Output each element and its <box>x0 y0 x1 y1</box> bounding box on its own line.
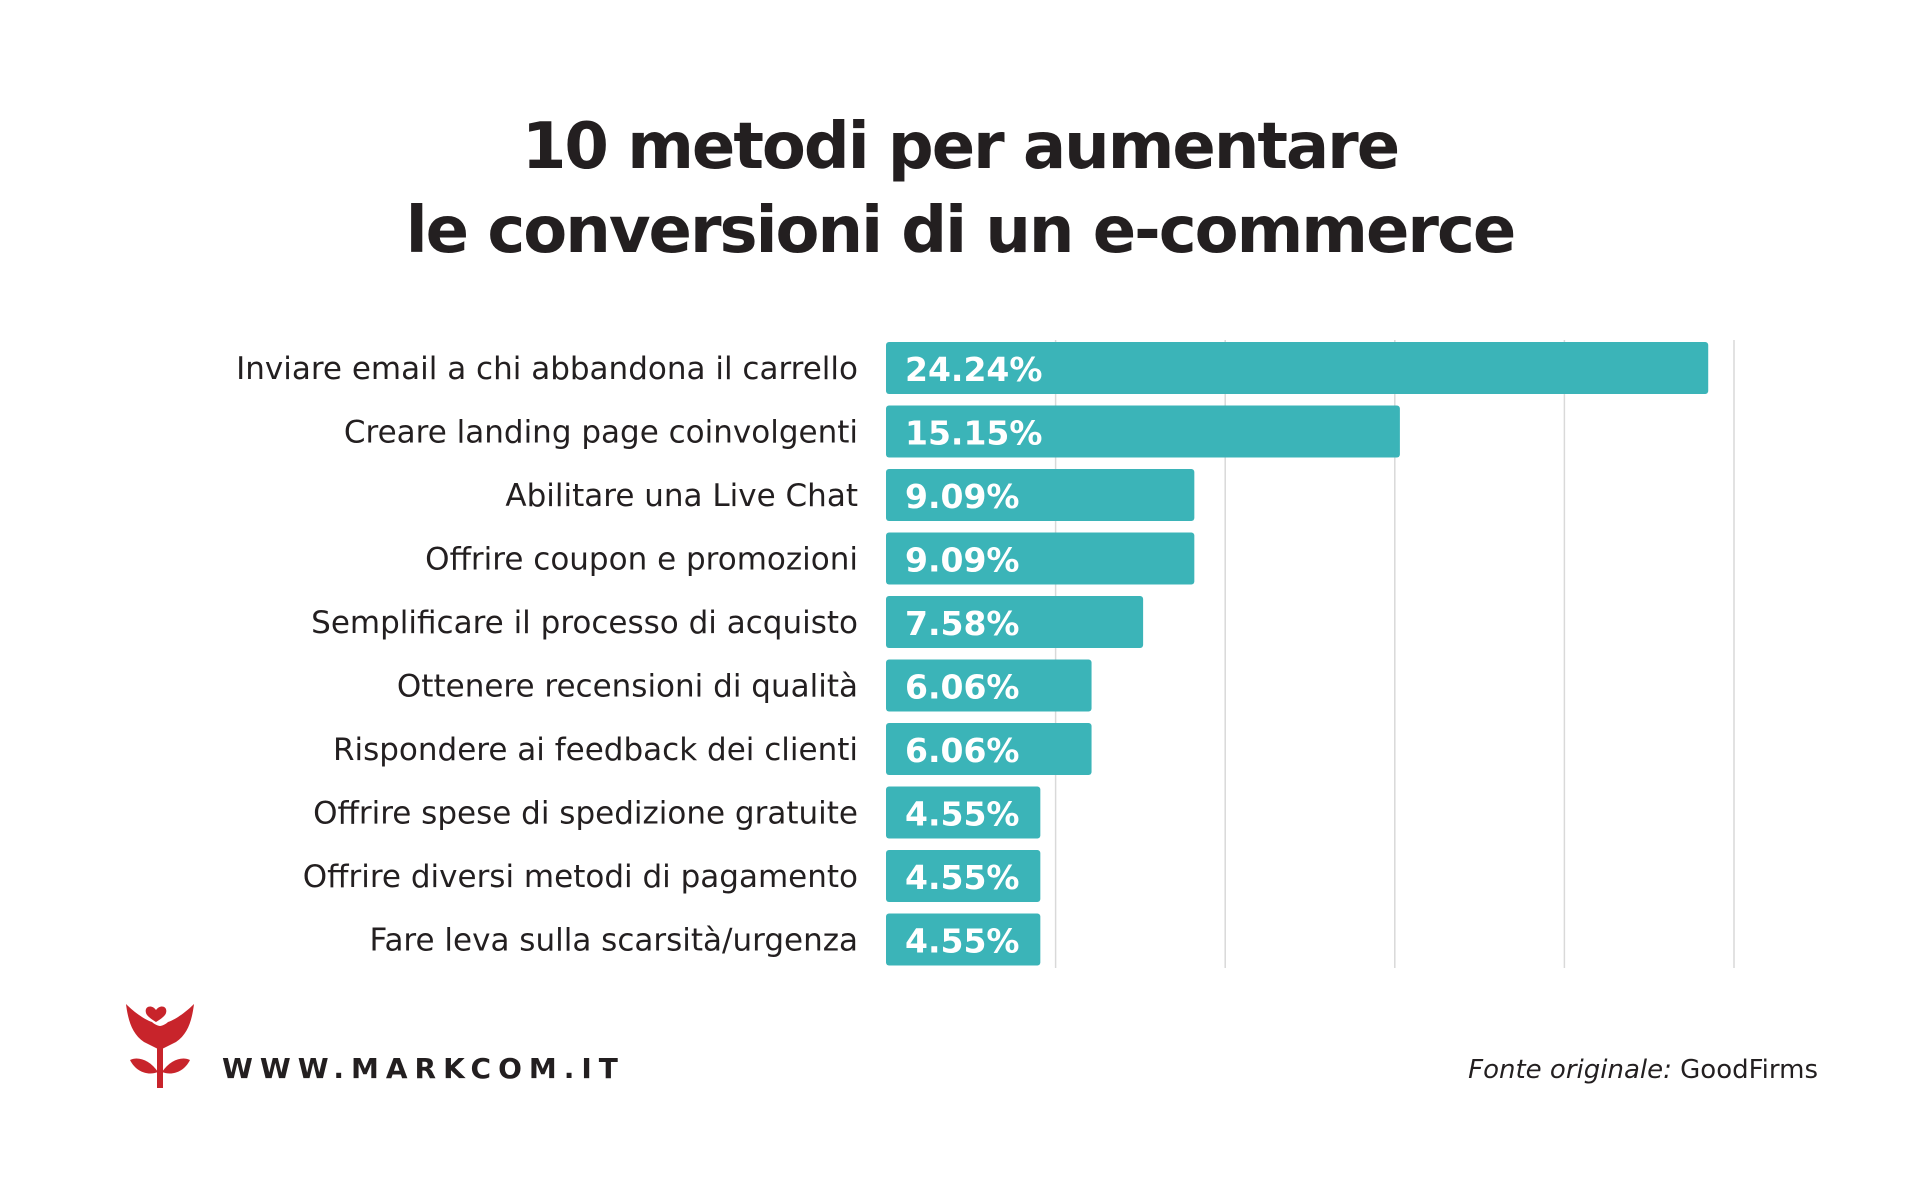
value-label: 4.55% <box>905 922 1020 961</box>
bar <box>886 850 1041 902</box>
bar-row: Abilitare una Live Chat 9.09% <box>505 469 1195 521</box>
category-label: Fare leva sulla scarsità/urgenza <box>369 923 858 959</box>
source-prefix: Fonte originale: <box>1468 1055 1672 1085</box>
bar <box>886 532 1195 585</box>
category-label: Offrire coupon e promozioni <box>425 542 858 578</box>
bar <box>886 342 1709 394</box>
category-label: Rispondere ai feedback dei clienti <box>333 732 858 768</box>
bar-row: Inviare email a chi abbandona il carrell… <box>236 342 1709 394</box>
bar <box>886 659 1092 712</box>
chart-title-line-2: le conversioni di un e-commerce <box>405 194 1517 268</box>
bar-row: Semplificare il processo di acquisto 7.58… <box>311 596 1144 648</box>
value-label: 6.06% <box>905 668 1020 707</box>
bar-row: Creare landing page coinvolgenti 15.15% <box>344 405 1400 458</box>
website-url: WWW.MARKCOM.IT <box>222 1052 625 1085</box>
bar-row: Rispondere ai feedback dei clienti 6.06% <box>333 723 1092 775</box>
category-label: Inviare email a chi abbandona il carrell… <box>236 351 858 387</box>
value-label: 9.09% <box>905 541 1020 580</box>
category-label: Ottenere recensioni di qualità <box>397 669 858 705</box>
chart-title-line-1: 10 metodi per aumentare <box>521 110 1400 184</box>
value-label: 15.15% <box>905 414 1042 453</box>
bar-row: Offrire coupon e promozioni 9.09% <box>425 532 1195 585</box>
category-label: Offrire spese di spedizione gratuite <box>313 796 858 832</box>
chart-title: 10 metodi per aumentare le conversioni d… <box>0 105 1920 273</box>
category-label: Creare landing page coinvolgenti <box>344 415 858 451</box>
bar-row: Ottenere recensioni di qualità 6.06% <box>397 659 1092 712</box>
bar <box>886 723 1092 775</box>
source-name: GoodFirms <box>1680 1055 1818 1085</box>
bar-row: Offrire spese di spedizione gratuite 4.55… <box>313 786 1041 839</box>
category-label: Abilitare una Live Chat <box>505 478 858 514</box>
bar-row: Fare leva sulla scarsità/urgenza 4.55% <box>369 913 1041 966</box>
chart-bars: Inviare email a chi abbandona il carrell… <box>236 342 1709 966</box>
value-label: 7.58% <box>905 604 1020 643</box>
source-credit: Fonte originale: GoodFirms <box>1468 1055 1818 1085</box>
bar <box>886 913 1041 966</box>
value-label: 4.55% <box>905 858 1020 897</box>
value-label: 9.09% <box>905 477 1020 516</box>
bar <box>886 405 1400 458</box>
category-label: Offrire diversi metodi di pagamento <box>303 859 858 895</box>
value-label: 24.24% <box>905 350 1042 389</box>
category-label: Semplificare il processo di acquisto <box>311 605 858 641</box>
value-label: 6.06% <box>905 731 1020 770</box>
bar <box>886 596 1144 648</box>
bar-row: Offrire diversi metodi di pagamento 4.55% <box>303 850 1041 902</box>
bar <box>886 469 1195 521</box>
bar <box>886 786 1041 839</box>
markcom-logo-icon <box>126 1004 194 1088</box>
value-label: 4.55% <box>905 795 1020 834</box>
bar-chart: Inviare email a chi abbandona il carrell… <box>236 340 1735 968</box>
